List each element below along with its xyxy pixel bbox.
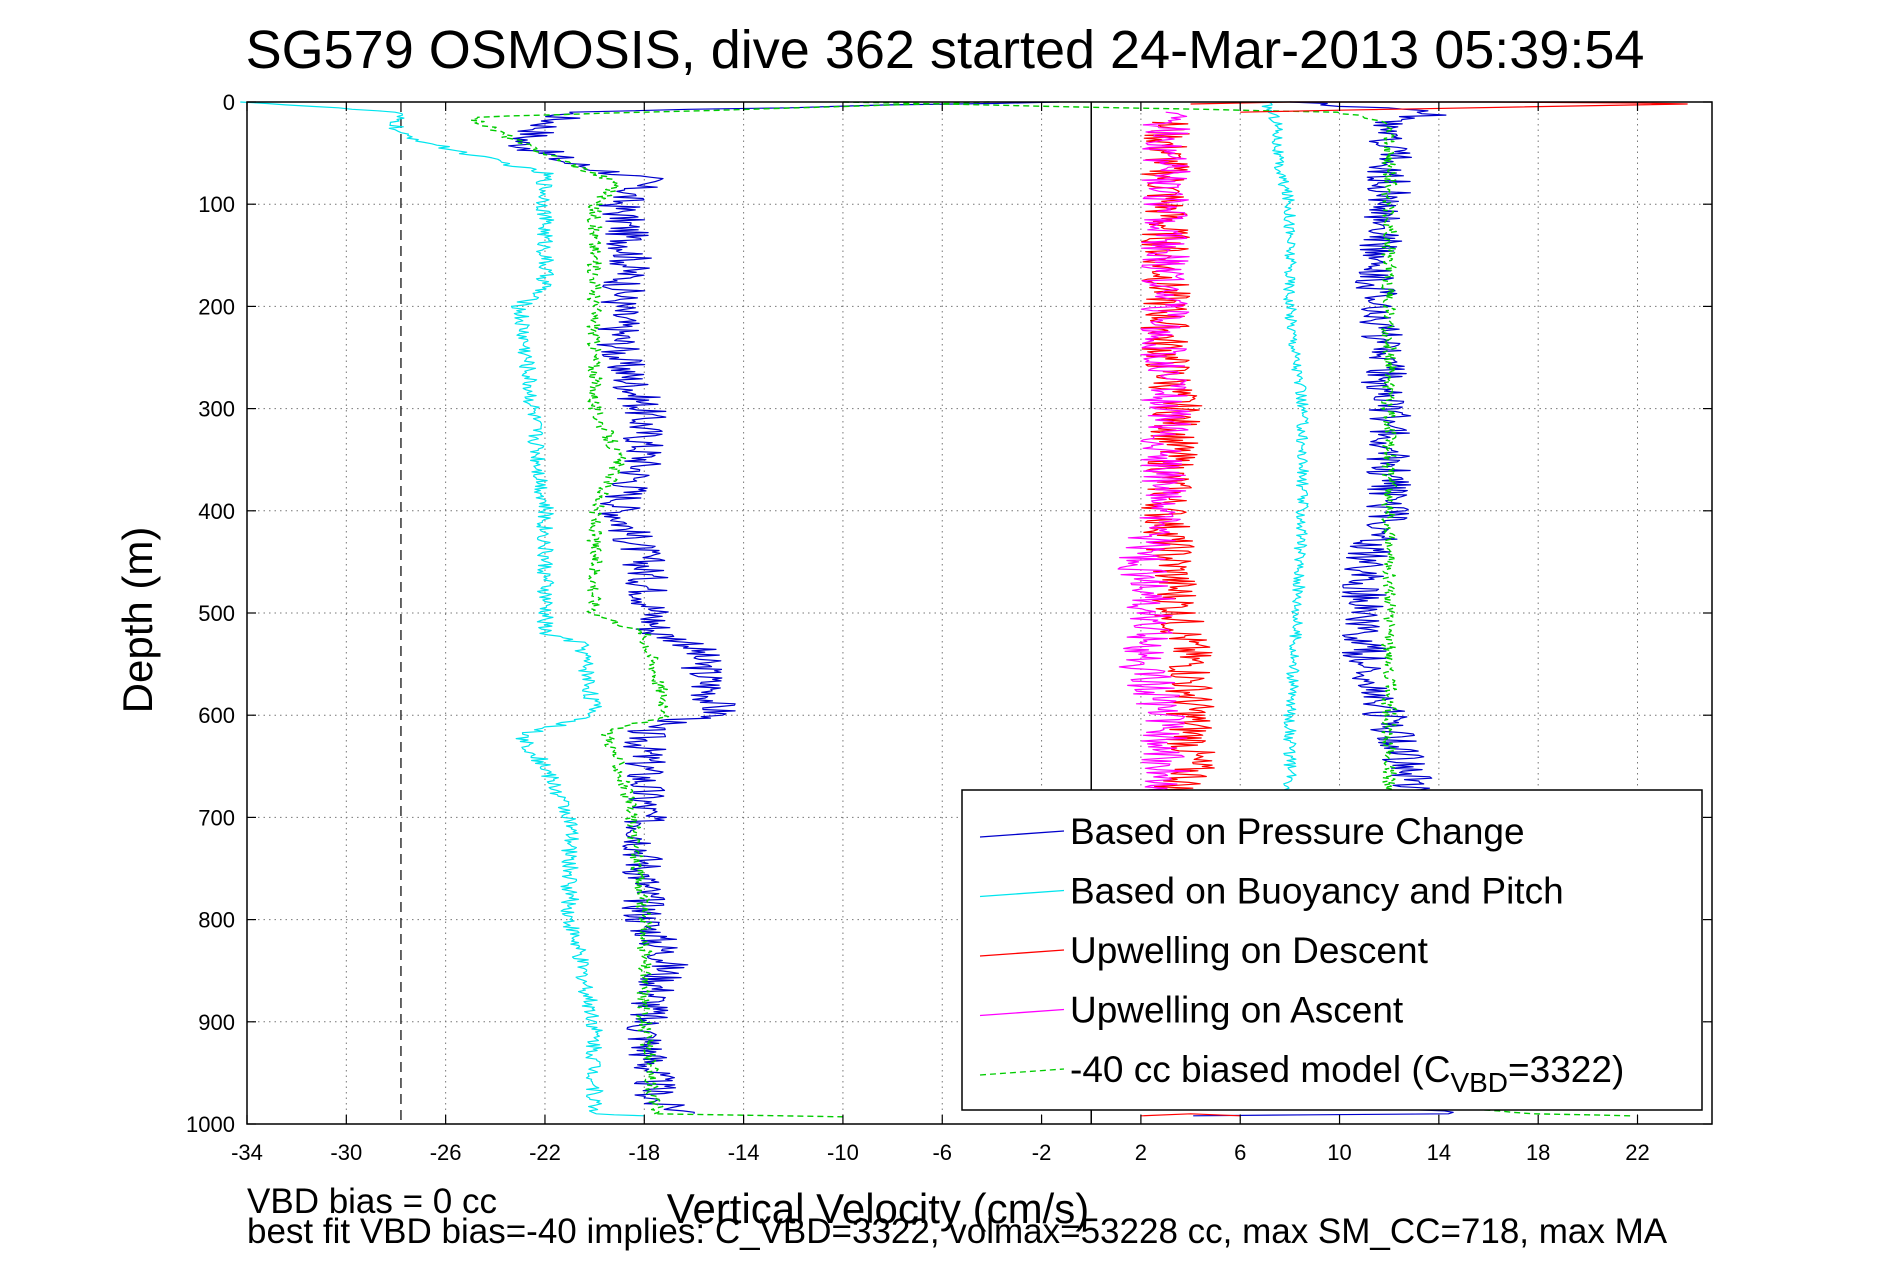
x-tick-label: -26 <box>430 1140 462 1165</box>
series-buoyancy_ascent <box>1261 101 1309 798</box>
x-tick-label: 6 <box>1234 1140 1246 1165</box>
y-tick-label: 400 <box>198 499 235 524</box>
y-tick-label: 1000 <box>186 1112 235 1137</box>
series-bottom_red <box>1140 1113 1241 1117</box>
legend: Based on Pressure Change Based on Buoyanc… <box>961 789 1703 1111</box>
y-axis-label: Depth (m) <box>114 527 161 714</box>
legend-swatch <box>979 1068 1065 1076</box>
x-tick-label: 14 <box>1427 1140 1451 1165</box>
legend-label: Based on Buoyancy and Pitch <box>1070 871 1564 912</box>
legend-swatch <box>979 1008 1065 1017</box>
x-tick-label: 2 <box>1135 1140 1147 1165</box>
series-buoyancy_descent <box>240 101 645 1117</box>
legend-label: Based on Pressure Change <box>1070 811 1525 852</box>
footer-vbd-bias: VBD bias = 0 cc <box>247 1182 497 1221</box>
y-tick-label: 700 <box>198 805 235 830</box>
series-upwelling_ascent <box>1117 111 1192 798</box>
x-tick-label: -10 <box>827 1140 859 1165</box>
x-tick-label: -14 <box>728 1140 760 1165</box>
y-tick-label: 0 <box>223 90 235 115</box>
y-tick-label: 500 <box>198 601 235 626</box>
y-tick-label: 200 <box>198 294 235 319</box>
x-tick-label: -2 <box>1032 1140 1052 1165</box>
x-axis-label: Vertical Velocity (cm/s) <box>667 1185 1089 1232</box>
x-tick-label: -30 <box>330 1140 362 1165</box>
x-tick-label: -18 <box>628 1140 660 1165</box>
legend-label: Upwelling on Descent <box>1070 930 1429 971</box>
y-tick-label: 600 <box>198 703 235 728</box>
legend-swatch <box>979 830 1065 838</box>
footer-best-fit: best fit VBD bias=-40 implies: C_VBD=332… <box>247 1212 1668 1251</box>
ticks: -34 -30 -26 -22 -18 -14 -10 -6 -2 2 6 10 14 18 2201002… <box>186 90 1712 1165</box>
y-tick-label: 300 <box>198 397 235 422</box>
legend-label: -40 cc biased model (CVBD=3322) <box>1070 1049 1624 1098</box>
x-tick-label: -6 <box>932 1140 952 1165</box>
x-tick-label: -22 <box>529 1140 561 1165</box>
legend-box <box>961 789 1703 1111</box>
legend-swatch <box>979 889 1065 898</box>
x-tick-label: 18 <box>1526 1140 1550 1165</box>
x-tick-label: 22 <box>1625 1140 1649 1165</box>
x-tick-label: -34 <box>231 1140 263 1165</box>
chart-title: SG579 OSMOSIS, dive 362 started 24-Mar-2… <box>246 20 1645 80</box>
series-model_descent <box>470 101 990 1118</box>
x-tick-label: 10 <box>1327 1140 1351 1165</box>
y-tick-label: 800 <box>198 908 235 933</box>
y-tick-label: 900 <box>198 1010 235 1035</box>
legend-label: Upwelling on Ascent <box>1070 990 1404 1031</box>
legend-swatch <box>979 949 1065 957</box>
y-tick-label: 100 <box>198 192 235 217</box>
